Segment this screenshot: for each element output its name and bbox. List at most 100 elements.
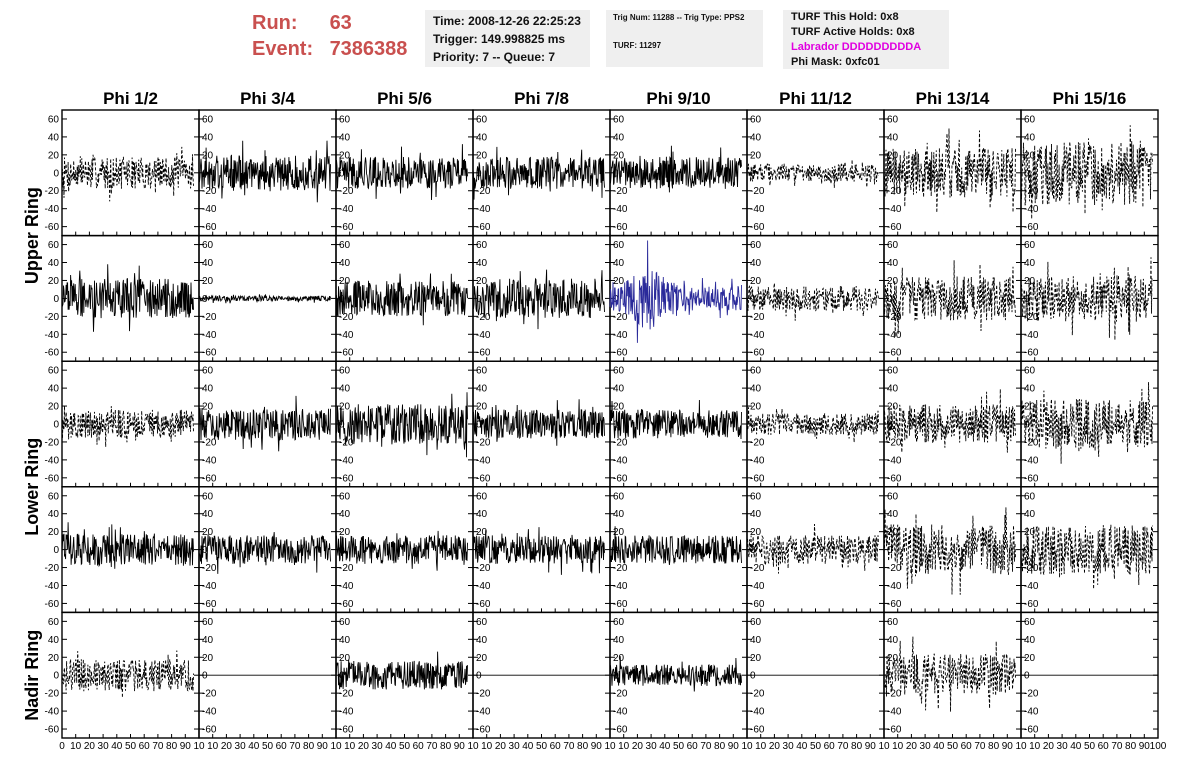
ytick-label-r4-c8-0: -60 bbox=[1024, 599, 1039, 610]
ytick-label-r1-c7-1: -40 bbox=[887, 204, 902, 215]
xtick-label-c4-5: 60 bbox=[550, 741, 562, 752]
ytick-label-r2-c4-0: -60 bbox=[476, 348, 491, 359]
ytick-label-r4-c2-2: -20 bbox=[202, 563, 217, 574]
trace-r4-c7 bbox=[883, 507, 1016, 595]
ytick-label-r4-c6-4: 20 bbox=[750, 527, 762, 538]
ytick-label-left-r2-5: 40 bbox=[48, 258, 60, 269]
ytick-label-r1-c4-1: -40 bbox=[476, 204, 491, 215]
ytick-label-r3-c3-0: -60 bbox=[339, 473, 354, 484]
ytick-label-r3-c2-4: 20 bbox=[202, 402, 214, 413]
ytick-label-r2-c8-4: 20 bbox=[1024, 276, 1036, 287]
ytick-label-r5-c7-2: -20 bbox=[887, 689, 902, 700]
ytick-label-r2-c3-0: -60 bbox=[339, 348, 354, 359]
ytick-label-r3-c6-5: 40 bbox=[750, 384, 762, 395]
trace-r2-c3 bbox=[335, 273, 468, 326]
ytick-label-left-r3-1: -40 bbox=[45, 455, 60, 466]
ytick-label-r4-c2-1: -40 bbox=[202, 581, 217, 592]
ytick-label-r5-c4-4: 20 bbox=[476, 653, 488, 664]
ytick-label-left-r5-5: 40 bbox=[48, 635, 60, 646]
ytick-label-r4-c6-1: -40 bbox=[750, 581, 765, 592]
ytick-label-r2-c4-3: 0 bbox=[476, 294, 482, 305]
ytick-label-left-r4-3: 0 bbox=[53, 545, 59, 556]
xtick-label-c2-3: 40 bbox=[248, 741, 260, 752]
phi-mask-line: Phi Mask: 0xfc01 bbox=[791, 56, 880, 68]
xtick-label-c4-9: 10 bbox=[604, 741, 616, 752]
ytick-label-r3-c4-6: 60 bbox=[476, 366, 488, 377]
xtick-label-c8-3: 40 bbox=[1070, 741, 1082, 752]
turf-line: TURF: 11297 bbox=[613, 41, 662, 50]
ytick-label-r4-c3-4: 20 bbox=[339, 527, 351, 538]
event-row: Event: 7386388 bbox=[252, 36, 407, 62]
xtick-label-c5-2: 30 bbox=[646, 741, 658, 752]
ytick-label-r5-c8-5: 40 bbox=[1024, 635, 1036, 646]
ytick-label-r3-c5-5: 40 bbox=[613, 384, 625, 395]
trace-r4-c4 bbox=[472, 527, 605, 575]
event-label: Event: bbox=[252, 38, 314, 60]
ytick-label-r5-c5-0: -60 bbox=[613, 725, 628, 736]
xtick-label-c5-5: 60 bbox=[687, 741, 699, 752]
trace-r4-c3 bbox=[335, 530, 468, 571]
ytick-label-r4-c7-4: 20 bbox=[887, 527, 899, 538]
ytick-label-r3-c8-4: 20 bbox=[1024, 402, 1036, 413]
ytick-label-r4-c3-1: -40 bbox=[339, 581, 354, 592]
xtick-label-c2-5: 60 bbox=[276, 741, 288, 752]
turf-hold-line: TURF This Hold: 0x8 bbox=[791, 11, 899, 23]
ytick-label-r5-c8-6: 60 bbox=[1024, 617, 1036, 628]
row-label-1: Upper Ring bbox=[22, 187, 42, 284]
ytick-label-r1-c2-5: 40 bbox=[202, 132, 214, 143]
ytick-label-r2-c3-5: 40 bbox=[339, 258, 351, 269]
column-header-7: Phi 13/14 bbox=[916, 89, 990, 108]
ytick-label-r1-c4-4: 20 bbox=[476, 150, 488, 161]
ytick-label-r2-c3-2: -20 bbox=[339, 312, 354, 323]
xtick-label-c6-6: 70 bbox=[837, 741, 849, 752]
ytick-label-left-r2-0: -60 bbox=[45, 348, 60, 359]
xtick-label-c1-5: 50 bbox=[125, 741, 137, 752]
ytick-label-r1-c2-4: 20 bbox=[202, 150, 214, 161]
ytick-label-left-r2-4: 20 bbox=[48, 276, 60, 287]
trigger-line: Trigger: 149.998825 ms bbox=[433, 32, 566, 46]
trace-r3-c1 bbox=[61, 405, 194, 447]
ytick-label-r3-c4-4: 20 bbox=[476, 402, 488, 413]
ytick-label-r5-c4-6: 60 bbox=[476, 617, 488, 628]
xtick-label-c5-6: 70 bbox=[700, 741, 712, 752]
xtick-label-c7-9: 10 bbox=[1015, 741, 1027, 752]
trace-r2-c4 bbox=[472, 269, 605, 330]
ytick-label-r3-c4-1: -40 bbox=[476, 455, 491, 466]
xtick-label-c8-0: 10 bbox=[1029, 741, 1041, 752]
ytick-label-r5-c8-3: 0 bbox=[1024, 671, 1030, 682]
ytick-label-left-r2-2: -20 bbox=[45, 312, 60, 323]
ytick-label-r4-c6-6: 60 bbox=[750, 491, 762, 502]
ytick-label-r1-c6-6: 60 bbox=[750, 114, 762, 125]
xtick-label-c6-2: 30 bbox=[783, 741, 795, 752]
xtick-label-c3-6: 70 bbox=[426, 741, 438, 752]
ytick-label-r4-c5-1: -40 bbox=[613, 581, 628, 592]
ytick-label-r5-c7-1: -40 bbox=[887, 707, 902, 718]
ytick-label-r1-c7-6: 60 bbox=[887, 114, 899, 125]
row-label-2: Lower Ring bbox=[22, 438, 42, 536]
xtick-label-c8-8: 90 bbox=[1139, 741, 1151, 752]
ytick-label-r1-c8-0: -60 bbox=[1024, 222, 1039, 233]
column-header-8: Phi 15/16 bbox=[1053, 89, 1127, 108]
ytick-label-r4-c2-4: 20 bbox=[202, 527, 214, 538]
trace-r4-c5 bbox=[609, 526, 742, 566]
ytick-label-r1-c3-4: 20 bbox=[339, 150, 351, 161]
trace-r4-c1 bbox=[61, 522, 194, 569]
xtick-label-c6-7: 80 bbox=[851, 741, 863, 752]
ytick-label-left-r2-6: 60 bbox=[48, 240, 60, 251]
ytick-label-left-r5-1: -40 bbox=[45, 707, 60, 718]
trace-r1-c3 bbox=[335, 144, 468, 201]
column-header-1: Phi 1/2 bbox=[103, 89, 158, 108]
trace-r1-c5 bbox=[609, 145, 742, 193]
ytick-label-r2-c8-6: 60 bbox=[1024, 240, 1036, 251]
ytick-label-r4-c7-0: -60 bbox=[887, 599, 902, 610]
ytick-label-r5-c4-2: -20 bbox=[476, 689, 491, 700]
ytick-label-r3-c7-2: -20 bbox=[887, 437, 902, 448]
xtick-label-c5-8: 90 bbox=[728, 741, 740, 752]
ytick-label-left-r5-3: 0 bbox=[53, 671, 59, 682]
ytick-label-r3-c6-4: 20 bbox=[750, 402, 762, 413]
ytick-label-r2-c4-1: -40 bbox=[476, 330, 491, 341]
ytick-label-r4-c5-5: 40 bbox=[613, 509, 625, 520]
ytick-label-r5-c6-6: 60 bbox=[750, 617, 762, 628]
ytick-label-r4-c4-5: 40 bbox=[476, 509, 488, 520]
ytick-label-r1-c4-2: -20 bbox=[476, 186, 491, 197]
